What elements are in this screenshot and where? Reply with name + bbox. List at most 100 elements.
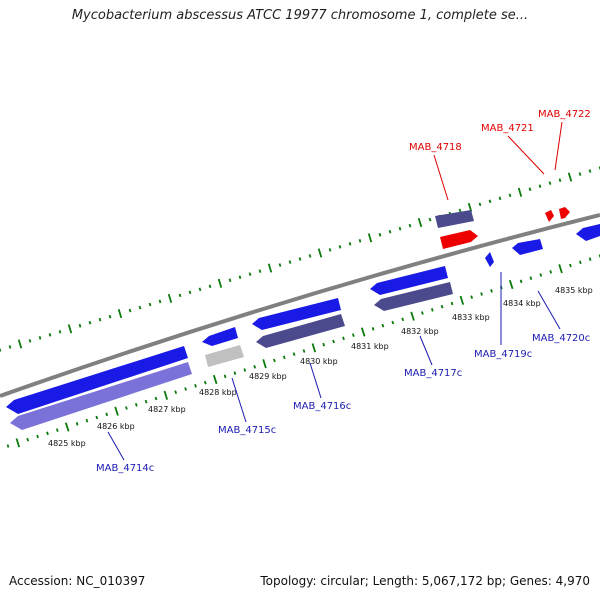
ruler-major-tick: [567, 172, 573, 182]
gene-label-mab4720c[interactable]: MAB_4720c: [532, 333, 590, 344]
ruler-minor-tick: [288, 260, 292, 264]
ruler-minor-tick: [548, 181, 552, 185]
gene-arrow-mab4715c-gray[interactable]: [205, 345, 244, 367]
gene-label-mab4717c[interactable]: MAB_4717c: [404, 368, 462, 379]
ruler-minor-tick: [48, 333, 52, 337]
ruler-minor-tick: [38, 336, 42, 340]
accession-text: Accession: NC_010397: [9, 574, 146, 588]
ruler-minor-tick: [351, 333, 355, 337]
ruler-minor-tick: [28, 339, 32, 343]
gene-label-mab4719c[interactable]: MAB_4719c: [474, 349, 532, 360]
ruler-minor-tick: [233, 371, 237, 375]
ruler-minor-tick: [6, 444, 10, 448]
gene-arrow-mab4714c-blue[interactable]: [6, 346, 188, 414]
gene-label-mab4715c[interactable]: MAB_4715c: [218, 425, 276, 436]
gene-arrow-mab4717c-purple[interactable]: [374, 282, 453, 311]
ruler-minor-tick: [292, 352, 296, 356]
ruler-minor-tick: [36, 434, 39, 439]
ruler-minor-tick: [138, 305, 142, 310]
ruler-minor-tick: [539, 273, 543, 277]
ruler-minor-tick: [98, 317, 102, 322]
ruler-minor-tick: [430, 308, 434, 312]
gene-arrow-mab4718-purple[interactable]: [435, 210, 474, 228]
ruler-minor-tick: [243, 368, 247, 372]
ruler-minor-tick: [203, 380, 207, 385]
gene-arrow-offscreen[interactable]: [576, 224, 600, 241]
ruler-major-tick: [459, 295, 465, 305]
ruler-minor-tick: [488, 199, 492, 204]
ruler-minor-tick: [302, 349, 306, 353]
ruler-minor-tick: [0, 348, 2, 352]
ruler-major-tick: [517, 187, 523, 197]
gene-arrow-mab4714c-lavender[interactable]: [10, 362, 192, 430]
ruler-minor-tick: [258, 269, 262, 273]
gene-arrow-mab4722[interactable]: [559, 207, 570, 219]
ruler-major-tick: [15, 438, 21, 448]
gene-arrow-mab4716c-purple[interactable]: [256, 314, 345, 348]
ruler-minor-tick: [421, 311, 424, 315]
gene-arrow-mab4721[interactable]: [545, 210, 554, 222]
ruler-major-tick: [167, 293, 173, 303]
ruler-minor-tick: [588, 169, 592, 173]
ruler-minor-tick: [188, 290, 192, 295]
gene-arrow-mab4716c-blue[interactable]: [252, 298, 341, 330]
ruler-minor-tick: [588, 257, 592, 261]
ruler-minor-tick: [75, 422, 79, 426]
ruler-minor-tick: [458, 208, 462, 213]
upper-ruler: [0, 166, 600, 352]
ruler-minor-tick: [401, 317, 405, 322]
ruler-minor-tick: [134, 403, 138, 407]
ruler-minor-tick: [125, 406, 128, 410]
forward-strand-features: [435, 207, 570, 249]
ruler-minor-tick: [128, 308, 132, 313]
ruler-minor-tick: [391, 320, 395, 325]
ruler-minor-tick: [223, 374, 227, 379]
tick-label-4833: 4833 kbp: [452, 313, 490, 322]
ruler-minor-tick: [342, 336, 345, 341]
ruler-major-tick: [212, 374, 218, 385]
ruler-major-tick: [67, 324, 73, 334]
ruler-minor-tick: [78, 323, 82, 328]
tick-label-4827: 4827 kbp: [148, 405, 186, 414]
ruler-major-tick: [17, 339, 23, 349]
ruler-minor-tick: [371, 327, 375, 331]
ruler-minor-tick: [358, 239, 362, 243]
ruler-major-tick: [64, 422, 70, 432]
position-tick-labels: 4825 kbp 4826 kbp 4827 kbp 4828 kbp 4829…: [48, 286, 593, 448]
ruler-minor-tick: [228, 278, 232, 283]
ruler-minor-tick: [578, 172, 582, 176]
ruler-minor-tick: [549, 270, 553, 274]
ruler-minor-tick: [528, 187, 532, 192]
ruler-minor-tick: [558, 178, 562, 182]
ruler-minor-tick: [282, 355, 286, 360]
tick-label-4831: 4831 kbp: [351, 342, 389, 351]
gene-arrow-mab4718-red[interactable]: [440, 230, 478, 249]
gene-label-mab4718[interactable]: MAB_4718: [409, 142, 462, 153]
gene-label-mab4714c[interactable]: MAB_4714c: [96, 463, 154, 474]
ruler-minor-tick: [208, 284, 212, 289]
ruler-minor-tick: [194, 384, 197, 388]
ruler-major-tick: [114, 406, 119, 416]
tick-label-4830: 4830 kbp: [300, 357, 338, 366]
gene-label-mab4721[interactable]: MAB_4721: [481, 123, 534, 134]
chromosome-backbone: [0, 213, 600, 398]
ruler-minor-tick: [378, 232, 382, 237]
gene-label-mab4722[interactable]: MAB_4722: [538, 109, 591, 120]
ruler-minor-tick: [158, 299, 162, 304]
ruler-minor-tick: [55, 428, 59, 432]
ruler-minor-tick: [508, 193, 512, 198]
ruler-minor-tick: [46, 431, 49, 436]
ruler-minor-tick: [8, 345, 12, 349]
ruler-minor-tick: [490, 289, 493, 293]
ruler-major-tick: [410, 311, 415, 321]
gene-arrow-mab4720c[interactable]: [512, 239, 543, 255]
gene-arrow-mab4717c-blue[interactable]: [370, 266, 448, 295]
gene-arrow-mab4719c[interactable]: [485, 252, 494, 267]
gene-label-mab4716c[interactable]: MAB_4716c: [293, 401, 351, 412]
ruler-major-tick: [508, 279, 514, 290]
gene-arrow-mab4715c-blue[interactable]: [202, 327, 238, 346]
ruler-minor-tick: [408, 223, 412, 228]
ruler-minor-tick: [95, 415, 99, 420]
tick-label-4832: 4832 kbp: [401, 327, 439, 336]
